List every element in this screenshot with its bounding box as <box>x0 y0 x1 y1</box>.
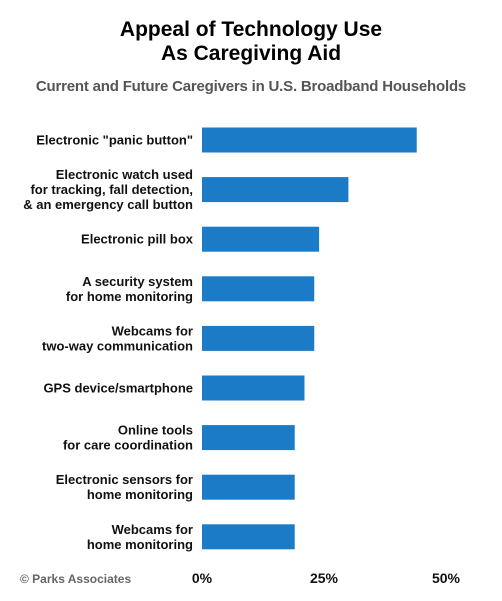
x-tick-label: 50% <box>432 570 461 586</box>
bar-2 <box>202 177 349 203</box>
category-label-line: two-way communication <box>42 338 193 353</box>
chart-subtitle: Current and Future Caregivers in U.S. Br… <box>35 78 467 95</box>
category-label-line: Electronic pill box <box>81 232 194 247</box>
chart-title-line-2: As Caregiving Aid <box>160 42 342 65</box>
category-label-line: A security system <box>82 274 193 289</box>
category-label-line: home monitoring <box>87 537 193 552</box>
x-tick-label: 25% <box>310 570 339 586</box>
category-label-line: Electronic "panic button" <box>36 133 193 148</box>
bar-5 <box>202 325 315 351</box>
bar-3 <box>202 226 320 252</box>
chart-title-line-1: Appeal of Technology Use <box>119 18 383 41</box>
category-label-line: for home monitoring <box>66 289 193 304</box>
category-label-line: Electronic watch used <box>56 167 193 182</box>
category-label-line: Online tools <box>118 423 193 438</box>
category-label-line: & an emergency call button <box>23 197 193 212</box>
category-label-line: Electronic sensors for <box>56 472 193 487</box>
category-label-8: Electronic sensors for home monitoring <box>56 472 193 502</box>
bar-6 <box>202 375 305 401</box>
category-label-5: Webcams for two-way communication <box>42 323 193 353</box>
copyright-footer: © Parks Associates <box>20 572 132 586</box>
category-label-9: Webcams for home monitoring <box>87 522 193 552</box>
bar-8 <box>202 474 295 500</box>
chart-title: Appeal of Technology Use As Caregiving A… <box>0 18 502 66</box>
category-label-line: GPS device/smartphone <box>43 381 193 396</box>
category-label-line: Webcams for <box>112 522 193 537</box>
bar-4 <box>202 276 315 302</box>
category-label-2: Electronic watch used for tracking, fall … <box>23 167 193 212</box>
category-label-line: home monitoring <box>87 487 193 502</box>
category-label-3: Electronic pill box <box>81 232 194 247</box>
x-tick-label: 0% <box>192 570 213 586</box>
category-label-line: Webcams for <box>112 323 193 338</box>
category-label-7: Online tools for care coordination <box>63 423 193 453</box>
bar-9 <box>202 524 295 550</box>
category-label-1: Electronic "panic button" <box>36 133 193 148</box>
category-label-line: for tracking, fall detection, <box>30 182 193 197</box>
bar-7 <box>202 425 295 451</box>
category-label-6: GPS device/smartphone <box>43 381 193 396</box>
bar-1 <box>202 127 417 153</box>
category-label-line: for care coordination <box>63 438 193 453</box>
category-label-4: A security system for home monitoring <box>66 274 193 304</box>
